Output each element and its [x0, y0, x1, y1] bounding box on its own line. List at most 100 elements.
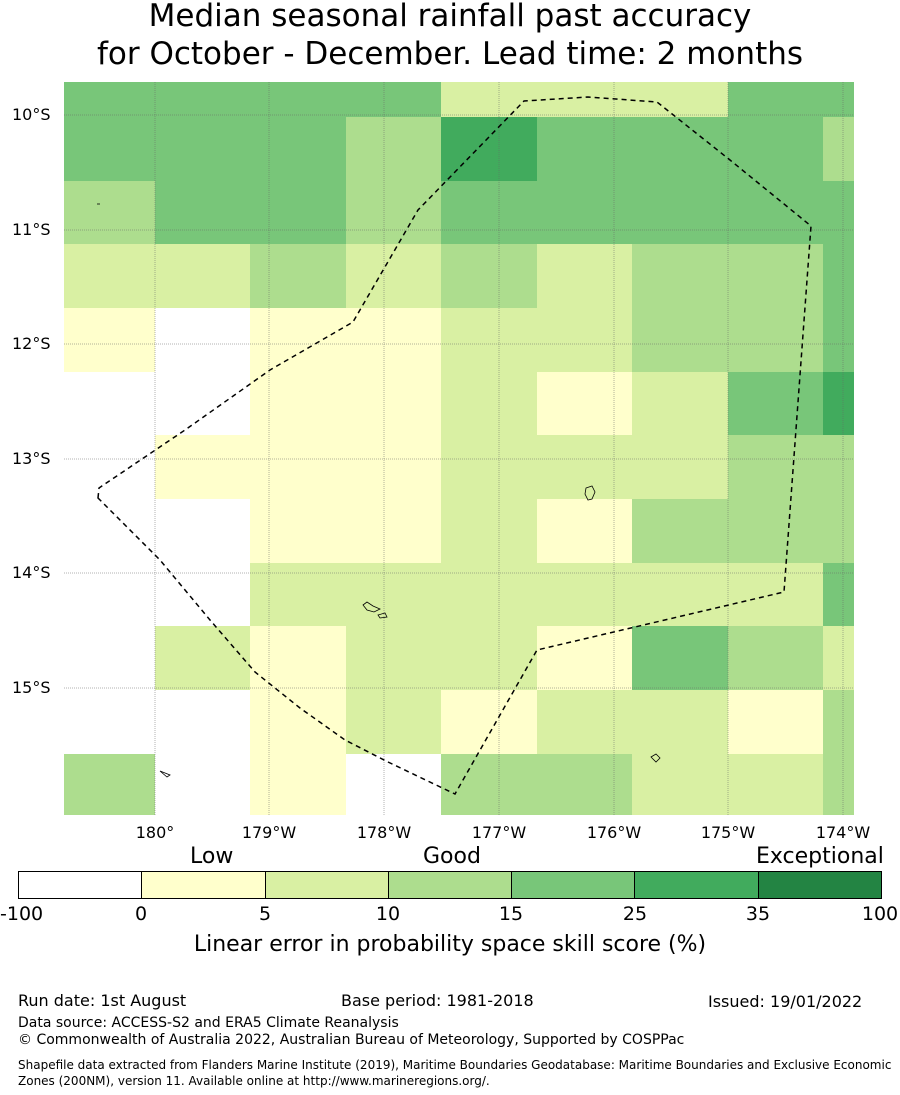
grid-cell	[537, 563, 632, 626]
grid-cell	[537, 435, 632, 499]
lat-label-15s: 15°S	[12, 678, 51, 697]
grid-cell	[250, 244, 346, 308]
grid-cell	[250, 499, 346, 563]
grid-cell	[537, 499, 632, 563]
grid-cell	[728, 308, 823, 372]
grid-cell	[823, 244, 854, 308]
grid-cell	[728, 244, 823, 308]
grid-cell	[823, 563, 854, 626]
lat-label-11s: 11°S	[12, 220, 51, 239]
grid-cell	[346, 690, 441, 754]
grid-cell	[155, 181, 250, 244]
grid-cell	[346, 117, 441, 181]
grid-cell	[155, 308, 250, 372]
grid-cell	[346, 563, 441, 626]
grid-cell	[632, 117, 728, 181]
grid-cell	[632, 626, 728, 690]
grid-cell	[537, 244, 632, 308]
shapefile-credit: Shapefile data extracted from Flanders M…	[18, 1058, 892, 1088]
grid-cell	[728, 435, 823, 499]
grid-cell	[155, 82, 250, 117]
grid-cell	[64, 754, 155, 815]
grid-cell	[346, 181, 441, 244]
grid-cell	[250, 690, 346, 754]
grid-cell	[346, 626, 441, 690]
grid-cell	[537, 690, 632, 754]
colorbar-tick: 10	[375, 903, 401, 925]
island-shape	[584, 485, 596, 501]
grid-cell	[346, 244, 441, 308]
grid-cell	[441, 754, 537, 815]
grid-cell	[537, 754, 632, 815]
grid-cell	[250, 82, 346, 117]
grid-cell	[728, 690, 823, 754]
grid-cell	[632, 181, 728, 244]
island-shape	[159, 770, 171, 778]
grid-cell	[250, 372, 346, 435]
grid-cell	[64, 117, 155, 181]
grid-cell	[728, 499, 823, 563]
colorbar-tick: -100	[0, 903, 44, 925]
grid-cell	[250, 563, 346, 626]
grid-cell	[441, 563, 537, 626]
base-period: Base period: 1981-2018	[341, 991, 534, 1010]
lat-label-13s: 13°S	[12, 449, 51, 468]
grid-cell	[823, 435, 854, 499]
grid-cell	[441, 372, 537, 435]
grid-cell	[632, 244, 728, 308]
issued-date: Issued: 19/01/2022	[708, 992, 863, 1011]
grid-cell	[441, 181, 537, 244]
grid-cell	[728, 372, 823, 435]
grid-cell	[632, 690, 728, 754]
grid-cell	[155, 563, 250, 626]
grid-cell	[632, 563, 728, 626]
grid-cell	[632, 754, 728, 815]
colorbar-label: Linear error in probability space skill …	[193, 932, 707, 957]
run-date: Run date: 1st August	[18, 991, 187, 1010]
skill-score-map	[64, 82, 854, 815]
colorbar-segment	[19, 872, 143, 898]
colorbar-tick: 0	[134, 903, 148, 925]
grid-cell	[155, 244, 250, 308]
grid-cell	[155, 372, 250, 435]
grid-cell	[441, 82, 537, 117]
grid-cell	[632, 499, 728, 563]
grid-cell	[346, 308, 441, 372]
grid-cell	[823, 117, 854, 181]
colorbar-segment	[265, 872, 389, 898]
grid-cell	[823, 754, 854, 815]
grid-cell	[346, 754, 441, 815]
grid-cell	[632, 435, 728, 499]
island-shape	[650, 753, 661, 763]
grid-cell	[155, 754, 250, 815]
colorbar-tick: 100	[861, 903, 899, 925]
grid-cell	[728, 82, 823, 117]
lat-label-14s: 14°S	[12, 563, 51, 582]
grid-cell	[346, 435, 441, 499]
grid-cell	[823, 181, 854, 244]
grid-cell	[64, 435, 155, 499]
grid-cell	[823, 626, 854, 690]
colorbar-tick: 35	[745, 903, 771, 925]
grid-cell	[346, 499, 441, 563]
chart-title-line-1: Median seasonal rainfall past accuracy	[148, 0, 752, 34]
colorbar-tick: 25	[622, 903, 648, 925]
lon-label-176w: 176°W	[586, 823, 642, 842]
grid-cell	[155, 117, 250, 181]
grid-cell	[64, 690, 155, 754]
grid-cell	[441, 435, 537, 499]
data-source: Data source: ACCESS-S2 and ERA5 Climate …	[18, 1015, 399, 1031]
grid-cell	[250, 435, 346, 499]
grid-cell	[64, 499, 155, 563]
grid-cell	[728, 626, 823, 690]
grid-cell	[728, 754, 823, 815]
copyright: © Commonwealth of Australia 2022, Austra…	[18, 1032, 685, 1048]
map-gridlines	[64, 82, 854, 815]
grid-cell	[346, 372, 441, 435]
grid-cell	[728, 563, 823, 626]
colorbar-segment	[142, 872, 266, 898]
colorbar-segment	[512, 872, 636, 898]
grid-cell	[728, 117, 823, 181]
colorbar-category-good: Good	[423, 844, 481, 869]
grid-cell	[537, 626, 632, 690]
